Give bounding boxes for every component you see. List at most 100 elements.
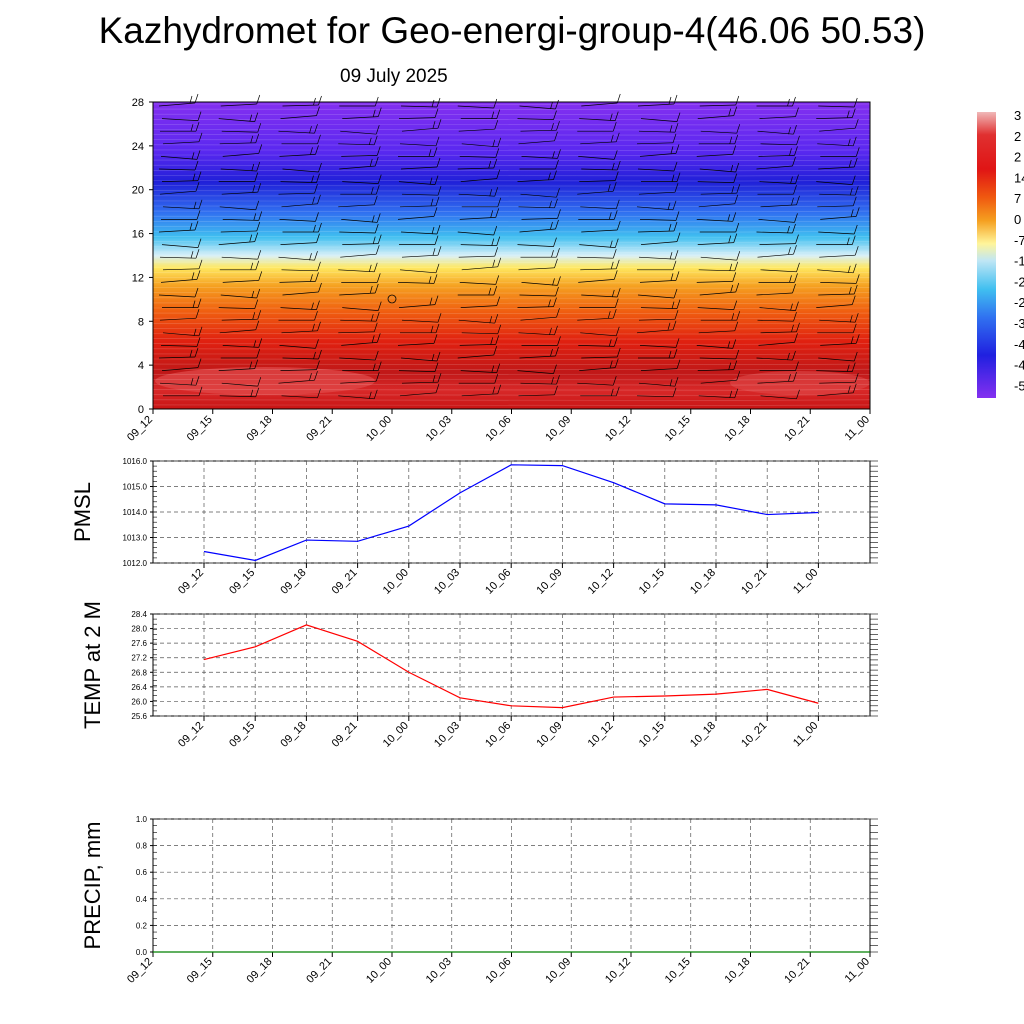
wind-barb-flag (555, 346, 559, 357)
wind-barb-flag (190, 124, 194, 132)
wind-barb (158, 294, 196, 298)
wind-barb (460, 370, 497, 373)
wind-barb-flag (430, 325, 434, 333)
x-tick-label: 09_21 (330, 567, 360, 597)
wind-barb-flag (553, 237, 557, 247)
wind-barb-flag (794, 333, 798, 343)
wind-barb-flag (732, 212, 737, 222)
wind-barb-flag (788, 374, 791, 382)
x-tick-label: 09_15 (227, 720, 257, 750)
wind-barb-flag (733, 360, 738, 370)
wind-barb-flag (846, 364, 850, 372)
wind-barb-flag (789, 275, 792, 283)
wind-barb (521, 156, 558, 159)
wind-barb-flag (796, 195, 800, 205)
wind-barb-flag (794, 146, 798, 156)
wind-barb-flag (494, 187, 499, 197)
wind-barb (221, 130, 258, 133)
wind-barb-flag (553, 297, 557, 307)
wind-barb-flag (557, 276, 561, 286)
wind-barb (640, 368, 678, 371)
wind-barb-flag (667, 322, 671, 330)
wind-barb (339, 357, 376, 361)
wind-barb-flag (670, 146, 674, 154)
wind-barb-flag (608, 212, 612, 220)
calm-wind-circle (387, 294, 397, 304)
wind-barb-flag (549, 327, 552, 335)
wind-barb-flag (853, 224, 858, 235)
wind-barb-flag (434, 362, 439, 372)
y-tick-label: 8 (138, 316, 144, 328)
wind-barb (698, 203, 735, 208)
wind-barb-flag (610, 134, 614, 142)
wind-barb (158, 356, 196, 359)
wind-barb (220, 294, 257, 299)
wind-barb (399, 392, 437, 397)
wind-barb-flag (253, 340, 257, 348)
wind-barb-flag (557, 336, 561, 346)
wind-barb (637, 168, 675, 172)
wind-barb-flag (796, 135, 800, 145)
x-tick-label: 10_03 (432, 720, 462, 750)
wind-barb-flag (254, 359, 259, 369)
wind-barb (697, 115, 734, 119)
wind-barb-flag (252, 185, 256, 193)
wind-barb (399, 205, 437, 208)
wind-barb-flag (432, 121, 436, 129)
wind-barb-flag (612, 182, 617, 192)
wind-barb-flag (435, 383, 440, 393)
wind-barb-flag (491, 238, 495, 246)
wind-barb-flag (376, 333, 381, 343)
wind-barb-flag (729, 136, 733, 144)
wind-barb-flag (855, 334, 860, 344)
wind-barb-flag (796, 322, 800, 332)
wind-barb (400, 105, 438, 108)
wind-barb (580, 268, 617, 271)
wind-barb (338, 143, 375, 146)
wind-barb (279, 154, 316, 157)
wind-barb (581, 102, 618, 107)
wind-barb (162, 141, 200, 145)
wind-barb-flag (435, 323, 440, 333)
wind-barb (280, 369, 317, 371)
wind-barb-flag (252, 312, 256, 320)
wind-barb-flag (497, 197, 502, 207)
wind-barb-flag (674, 123, 679, 133)
wind-barb-flag (375, 312, 380, 322)
wind-barb-flag (192, 300, 196, 308)
wind-barb-flag (792, 283, 796, 294)
wind-barb-flag (550, 101, 553, 110)
wind-barb-flag (496, 236, 501, 246)
wind-barb-flag (554, 131, 558, 141)
wind-barb-flag (255, 387, 260, 397)
wind-barb-flag (556, 121, 560, 131)
wind-barb-flag (374, 350, 379, 361)
wind-barb-flag (550, 348, 553, 357)
wind-barb-flag (676, 112, 681, 122)
wind-barb-flag (672, 387, 677, 397)
wind-barb-flag (437, 186, 442, 196)
wind-barb-flag (191, 272, 195, 280)
x-tick-label: 10_00 (364, 956, 394, 986)
wind-barb-flag (729, 390, 733, 398)
wind-barb (520, 316, 557, 321)
wind-barb (161, 367, 199, 371)
wind-barb-flag (734, 321, 739, 331)
wind-barb (640, 241, 678, 245)
wind-barb-flag (437, 119, 442, 129)
wind-barb-flag (614, 358, 619, 368)
wind-barb-flag (847, 385, 851, 393)
wind-barb (637, 103, 675, 107)
wind-barb (457, 231, 494, 236)
wind-barb-flag (317, 194, 321, 204)
wind-barb (341, 219, 378, 223)
wind-barb (401, 254, 439, 258)
panel-temp: 28.4 28.0 27.6 27.2 26.8 26.4 26.0 25.6 09_12 09_… (80, 601, 878, 750)
wind-barb (400, 166, 438, 170)
x-tick-label: 10_12 (603, 956, 633, 986)
wind-barb (220, 168, 257, 172)
wind-barb-flag (494, 247, 499, 257)
wind-barb (342, 181, 379, 184)
wind-barb-flag (553, 110, 557, 120)
wind-barb (280, 115, 317, 119)
